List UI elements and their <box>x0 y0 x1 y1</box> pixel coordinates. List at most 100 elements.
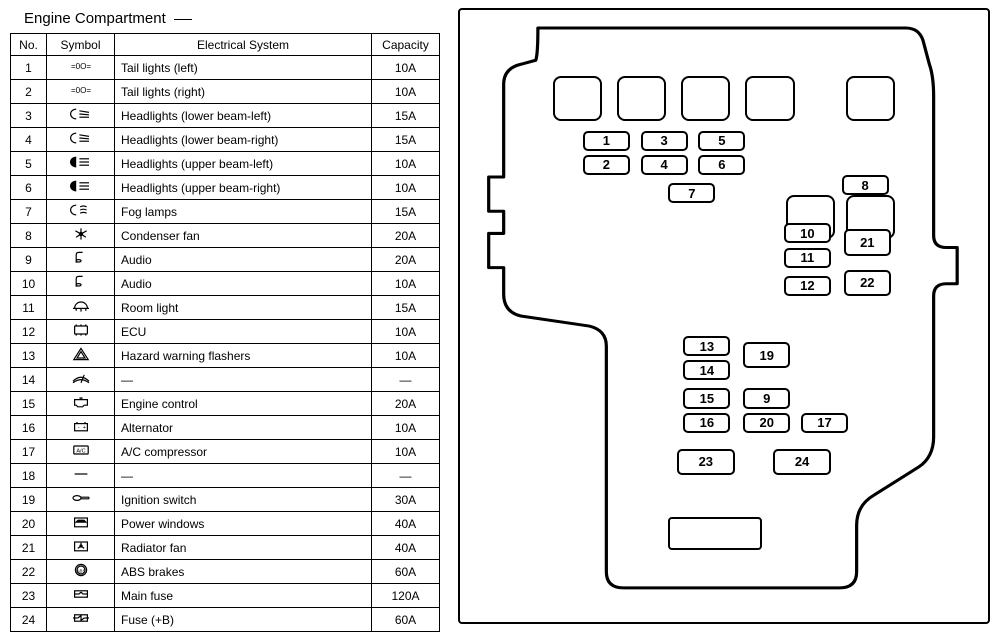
fusebox-block <box>553 76 602 120</box>
svg-text:=0O=: =0O= <box>70 86 90 95</box>
cell-capacity: 15A <box>372 104 440 128</box>
cell-symbol <box>47 512 115 536</box>
cell-system: ECU <box>115 320 372 344</box>
title-dash-icon <box>174 19 192 20</box>
cell-symbol <box>47 128 115 152</box>
cell-system: — <box>115 368 372 392</box>
cell-system: Condenser fan <box>115 224 372 248</box>
cell-capacity: 10A <box>372 176 440 200</box>
fusebox-label-24: 24 <box>773 449 831 475</box>
cell-no: 9 <box>11 248 47 272</box>
cell-system: Headlights (upper beam-left) <box>115 152 372 176</box>
cell-system: Fog lamps <box>115 200 372 224</box>
table-row: 11Room light15A <box>11 296 440 320</box>
cell-system: Fuse (+B) <box>115 608 372 632</box>
cell-no: 11 <box>11 296 47 320</box>
fan-icon <box>65 231 97 245</box>
radiator-fan-icon <box>65 543 97 557</box>
cell-system: Tail lights (left) <box>115 56 372 80</box>
fusebox-label-11: 11 <box>784 248 831 268</box>
cell-capacity: 10A <box>372 440 440 464</box>
fusebox-label-20: 20 <box>743 413 790 433</box>
hazard-icon <box>65 351 97 365</box>
cell-symbol <box>47 488 115 512</box>
fusebox-label-5: 5 <box>698 131 745 151</box>
battery-icon: -+ <box>65 423 97 437</box>
abs-icon: ABS <box>65 567 97 581</box>
table-row: 22ABSABS brakes60A <box>11 560 440 584</box>
svg-text:ABS: ABS <box>76 568 85 573</box>
high-beam-icon <box>65 183 97 197</box>
col-header-symbol: Symbol <box>47 34 115 56</box>
cell-symbol <box>47 608 115 632</box>
cell-symbol <box>47 368 115 392</box>
cell-capacity: 10A <box>372 80 440 104</box>
fusebox-label-8: 8 <box>842 175 889 195</box>
table-row: 23Main fuse120A <box>11 584 440 608</box>
cell-symbol: -+ <box>47 416 115 440</box>
cell-system: Headlights (lower beam-left) <box>115 104 372 128</box>
cell-system: A/C compressor <box>115 440 372 464</box>
table-row: 13Hazard warning flashers10A <box>11 344 440 368</box>
cell-symbol: A/C <box>47 440 115 464</box>
table-row: 20Power windows40A <box>11 512 440 536</box>
cell-symbol <box>47 152 115 176</box>
table-row: 6Headlights (upper beam-right)10A <box>11 176 440 200</box>
table-row: 3Headlights (lower beam-left)15A <box>11 104 440 128</box>
cell-symbol <box>47 584 115 608</box>
table-row: 15 Engine control20A <box>11 392 440 416</box>
cell-capacity: 20A <box>372 392 440 416</box>
fusebox-label-21: 21 <box>844 229 891 255</box>
cell-system: — <box>115 464 372 488</box>
fusebox-label-6: 6 <box>698 155 745 175</box>
fusebox-block <box>846 76 895 120</box>
svg-text:-: - <box>77 425 79 431</box>
cell-no: 5 <box>11 152 47 176</box>
tail-light-icon: =0O= <box>65 87 97 101</box>
table-row: 18—— <box>11 464 440 488</box>
fusebox-label-23: 23 <box>677 449 735 475</box>
audio-icon <box>65 279 97 293</box>
cell-no: 23 <box>11 584 47 608</box>
fusebox-diagram: 1352467810111221221314151619920172324 <box>478 24 970 608</box>
fog-icon <box>65 207 97 221</box>
ecu-icon <box>65 327 97 341</box>
cell-no: 19 <box>11 488 47 512</box>
cell-symbol <box>47 296 115 320</box>
fuse-table-panel: Engine Compartment No. Symbol Electrical… <box>10 8 440 632</box>
table-row: 5Headlights (upper beam-left)10A <box>11 152 440 176</box>
cell-no: 21 <box>11 536 47 560</box>
svg-text:=0O=: =0O= <box>70 62 90 71</box>
cell-capacity: 15A <box>372 128 440 152</box>
cell-no: 12 <box>11 320 47 344</box>
table-row: 8Condenser fan20A <box>11 224 440 248</box>
cell-capacity: 20A <box>372 224 440 248</box>
cell-no: 20 <box>11 512 47 536</box>
cell-symbol: ABS <box>47 560 115 584</box>
cell-symbol <box>47 344 115 368</box>
col-header-capacity: Capacity <box>372 34 440 56</box>
table-row: 1=0O=Tail lights (left)10A <box>11 56 440 80</box>
cell-no: 15 <box>11 392 47 416</box>
cell-system: Engine control <box>115 392 372 416</box>
ac-icon: A/C <box>65 447 97 461</box>
fusebox-block <box>668 517 762 549</box>
dome-icon <box>65 303 97 317</box>
cell-symbol <box>47 200 115 224</box>
fusebox-label-7: 7 <box>668 183 715 203</box>
high-beam-icon <box>65 159 97 173</box>
cell-no: 22 <box>11 560 47 584</box>
fusebox-block <box>681 76 730 120</box>
table-row: 9Audio20A <box>11 248 440 272</box>
wiper-icon <box>65 375 97 389</box>
cell-symbol <box>47 392 115 416</box>
fusebox-label-15: 15 <box>683 388 730 408</box>
table-row: 7Fog lamps15A <box>11 200 440 224</box>
cell-system: Hazard warning flashers <box>115 344 372 368</box>
cell-capacity: 10A <box>372 320 440 344</box>
cell-no: 24 <box>11 608 47 632</box>
cell-no: 7 <box>11 200 47 224</box>
cell-symbol: =0O= <box>47 56 115 80</box>
table-row: 17A/CA/C compressor10A <box>11 440 440 464</box>
cell-system: Tail lights (right) <box>115 80 372 104</box>
